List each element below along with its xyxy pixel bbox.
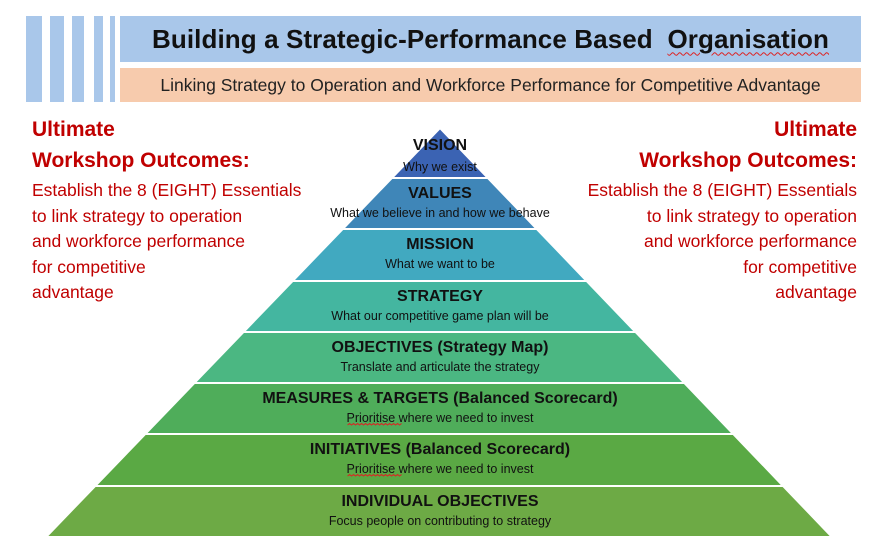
title-banner: Building a Strategic-Performance Based O… [120, 16, 861, 62]
pyramid-level-title: STRATEGY [397, 288, 483, 305]
outcomes-right: Ultimate Workshop Outcomes: Establish th… [557, 114, 857, 306]
decorative-stripe-4 [94, 16, 103, 102]
page-title-last: Organisation [667, 23, 830, 54]
pyramid-level-title: VALUES [408, 185, 472, 202]
outcomes-left-heading-line1: Ultimate [32, 118, 115, 141]
pyramid-level-title: INDIVIDUAL OBJECTIVES [341, 493, 538, 510]
pyramid-level-subtitle: Translate and articulate the strategy [341, 360, 541, 374]
outcomes-right-line: advantage [775, 282, 857, 302]
page-title-main: Building a Strategic-Performance Based [151, 23, 653, 54]
outcomes-right-heading-line1: Ultimate [774, 118, 857, 141]
pyramid-level-title: MISSION [406, 236, 474, 253]
outcomes-left-heading-line2: Workshop Outcomes: [32, 149, 250, 172]
decorative-stripe-5 [110, 16, 115, 102]
decorative-stripe-3 [72, 16, 84, 102]
outcomes-left-line: Establish the 8 (EIGHT) Essentials [32, 180, 302, 200]
outcomes-left-line: for competitive [32, 256, 146, 277]
outcomes-right-line: to link strategy to operation [646, 205, 857, 226]
outcomes-right-line: Establish the 8 (EIGHT) Essentials [587, 180, 857, 200]
subtitle-banner: Linking Strategy to Operation and Workfo… [120, 68, 861, 102]
outcomes-left-body: Establish the 8 (EIGHT) Essentials to li… [32, 178, 332, 306]
page-subtitle: Linking Strategy to Operation and Workfo… [160, 74, 821, 95]
pyramid-level-subtitle: What our competitive game plan will be [331, 309, 549, 323]
outcomes-right-heading: Ultimate Workshop Outcomes: [557, 114, 857, 176]
pyramid-level-title: VISION [413, 137, 467, 154]
outcomes-left-line: and workforce performance [32, 231, 246, 251]
spellcheck-squiggle [347, 473, 402, 477]
pyramid-level-subtitle: Focus people on contributing to strategy [329, 514, 552, 528]
pyramid-level-title: INITIATIVES (Balanced Scorecard) [310, 441, 570, 458]
spellcheck-squiggle [347, 422, 402, 426]
outcomes-left-line: to link strategy to operation [32, 205, 243, 226]
pyramid-level-title: MEASURES & TARGETS (Balanced Scorecard) [262, 390, 617, 407]
decorative-stripe-1 [26, 16, 42, 102]
pyramid-level-subtitle: Prioritise where we need to invest [347, 462, 534, 476]
outcomes-left-heading: Ultimate Workshop Outcomes: [32, 114, 332, 176]
outcomes-right-heading-line2: Workshop Outcomes: [639, 149, 857, 172]
pyramid-level-subtitle: What we want to be [385, 257, 495, 271]
outcomes-right-body: Establish the 8 (EIGHT) Essentials to li… [557, 178, 857, 306]
pyramid-level-8 [43, 485, 835, 538]
outcomes-left: Ultimate Workshop Outcomes: Establish th… [32, 114, 332, 306]
page-title: Building a Strategic-Performance Based O… [152, 24, 829, 55]
outcomes-left-line: advantage [32, 282, 114, 302]
pyramid-level-title: OBJECTIVES (Strategy Map) [332, 339, 549, 356]
pyramid-level-subtitle: Prioritise where we need to invest [347, 411, 534, 425]
outcomes-right-line: for competitive [743, 256, 857, 277]
outcomes-right-line: and workforce performance [643, 231, 857, 251]
decorative-stripe-2 [50, 16, 64, 102]
pyramid-level-subtitle: Why we exist [403, 160, 477, 174]
pyramid-level-subtitle: What we believe in and how we behave [330, 206, 550, 220]
